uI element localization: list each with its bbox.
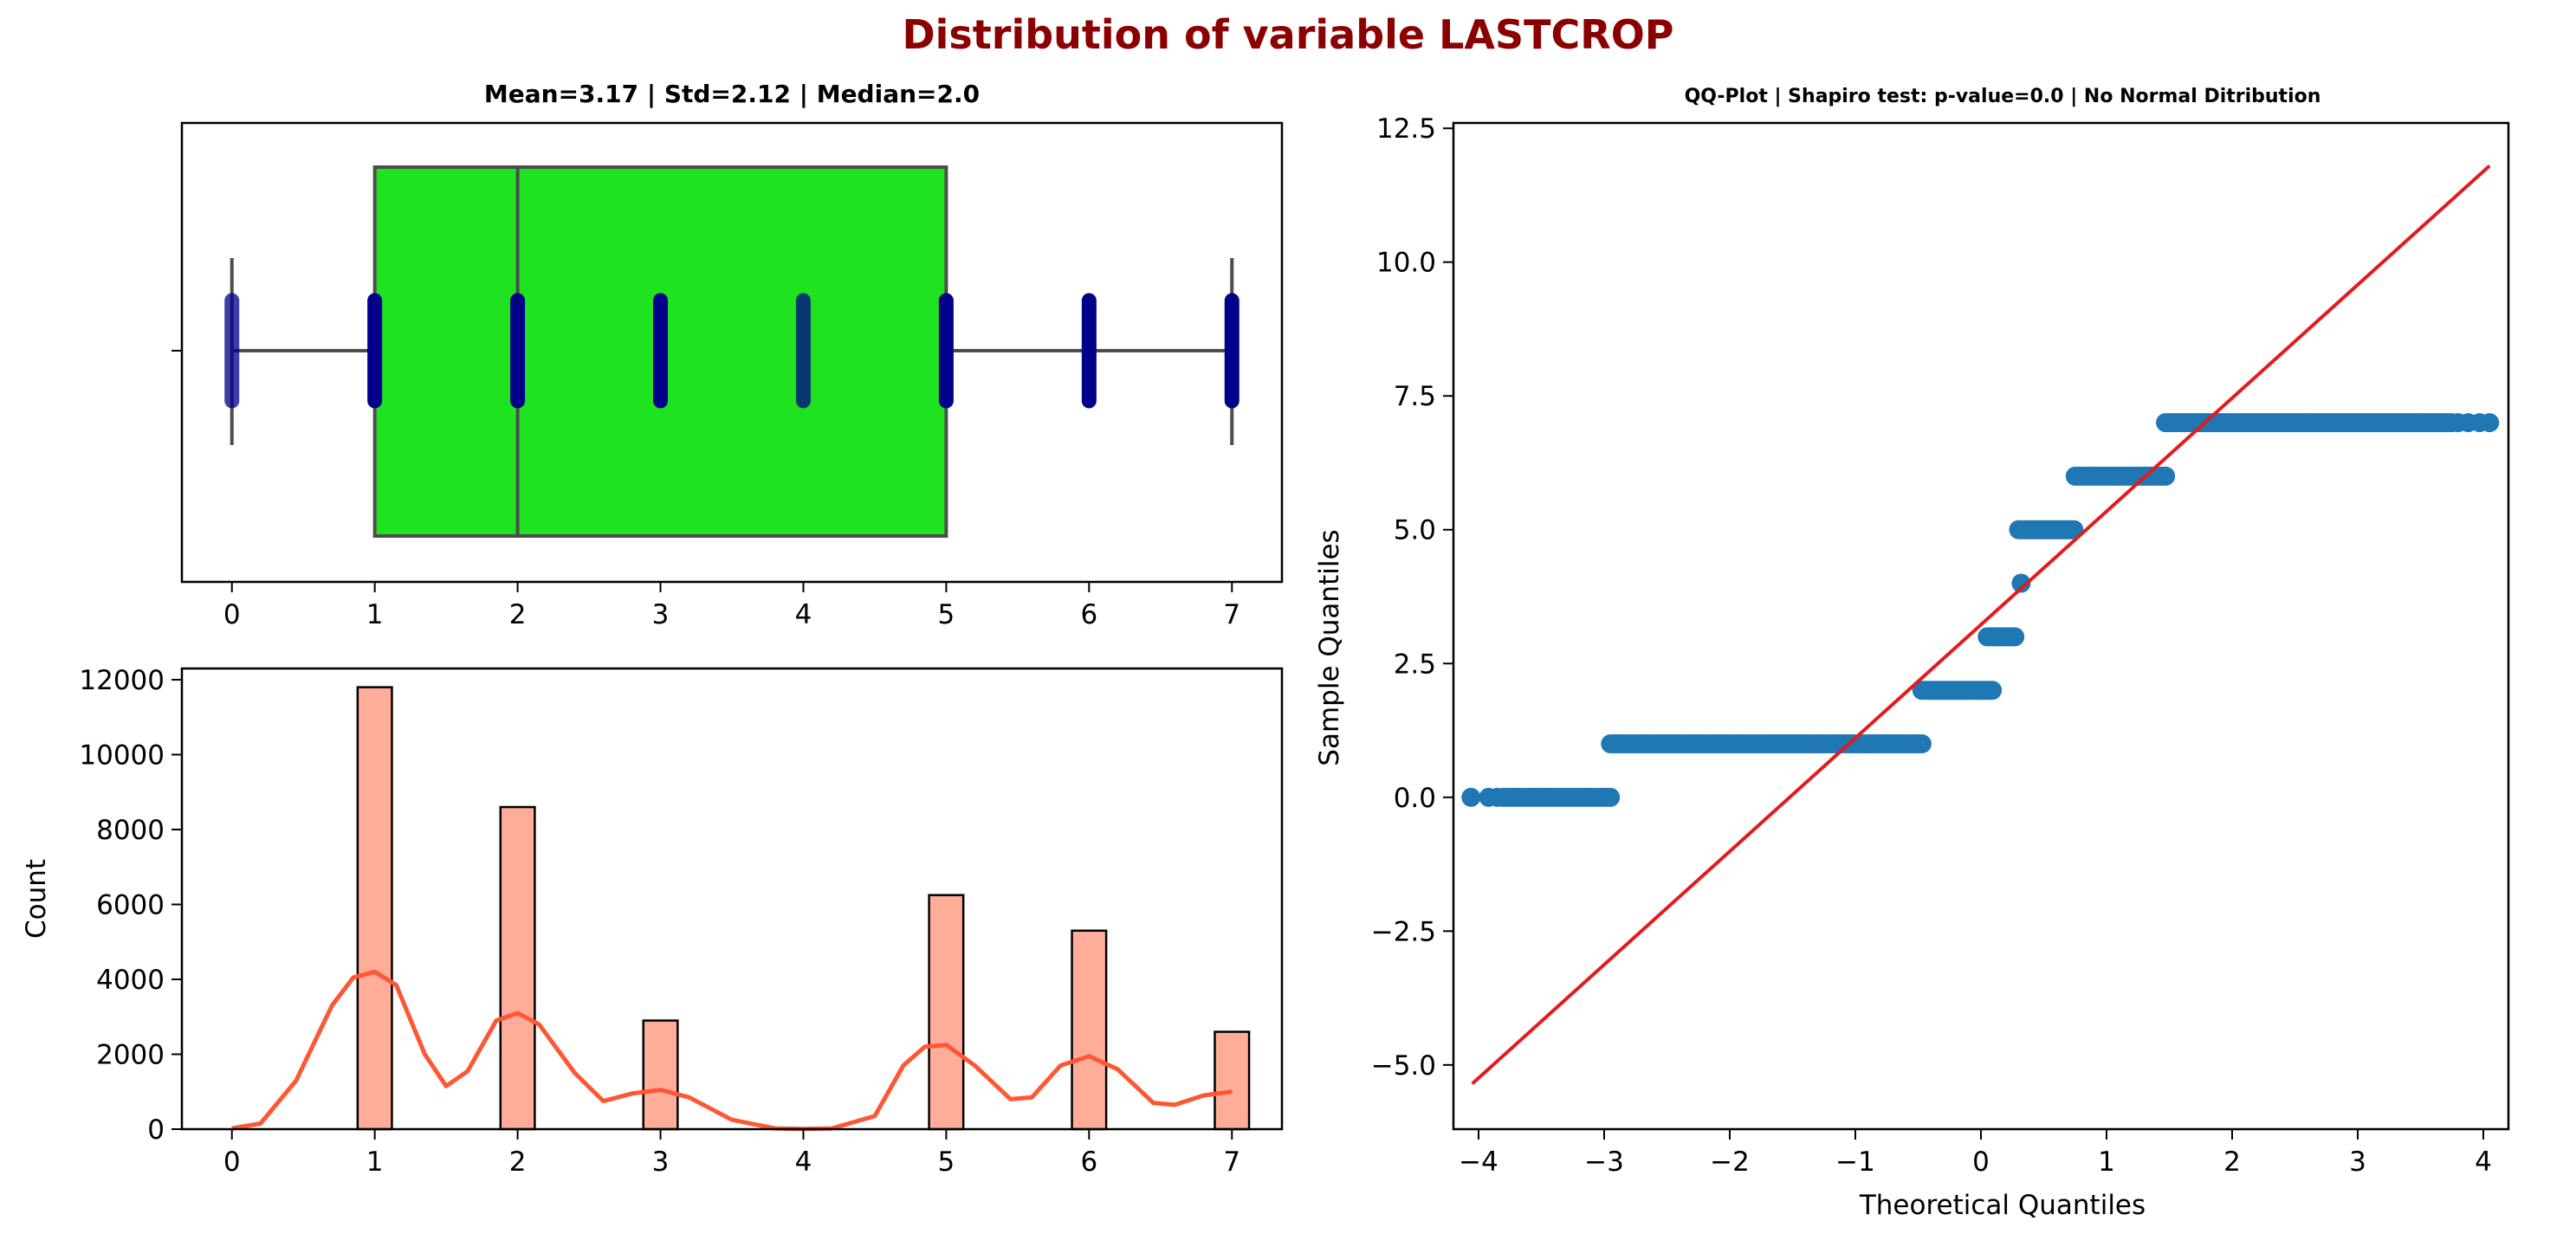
qq-x-tick-label--1: −1 xyxy=(1835,1146,1875,1178)
hist-bar-6 xyxy=(1071,929,1108,1131)
qq-point xyxy=(1461,787,1481,807)
hist-bar-2 xyxy=(499,805,536,1131)
qqplot-axes: −4 −3 −2 −1 0 1 2 3 4 −5.0 −2.5 0.0 2.5 5.0 7.5 10.0 12.… xyxy=(1371,113,2492,1178)
qq-x-tick-label-0: 0 xyxy=(1972,1146,1990,1178)
qqplot-ylabel: Sample Quantiles xyxy=(1314,529,1345,765)
hist-x-tick-label-1: 1 xyxy=(366,1146,384,1178)
qqplot-xlabel: Theoretical Quantiles xyxy=(1859,1190,2146,1221)
hist-bar-7 xyxy=(1214,1030,1251,1131)
qqplot-panel: QQ-Plot | Shapiro test: p-value=0.0 | No… xyxy=(1314,86,2510,1221)
x-tick-label-5: 5 xyxy=(938,599,955,630)
x-tick-label-7: 7 xyxy=(1223,599,1240,630)
qq-y-tick-label-10: 10.0 xyxy=(1376,248,1436,279)
qq-x-tick-label-4: 4 xyxy=(2475,1146,2492,1178)
hist-y-tick-label-0: 0 xyxy=(147,1114,165,1146)
boxplot-frame xyxy=(180,121,1284,584)
qq-point xyxy=(1487,787,1507,807)
qq-x-tick-label-2: 2 xyxy=(2223,1146,2241,1178)
histogram-frame xyxy=(180,667,1284,1131)
hist-x-tick-label-3: 3 xyxy=(652,1146,670,1178)
x-tick-label-2: 2 xyxy=(509,599,527,630)
histogram-plot-area xyxy=(231,686,1251,1132)
hist-y-tick-label-12000: 12000 xyxy=(79,665,165,696)
kde-curve xyxy=(231,969,1233,1132)
x-tick-label-6: 6 xyxy=(1080,599,1097,630)
qq-y-tick-label--2.5: −2.5 xyxy=(1371,916,1436,947)
qq-x-tick-label-3: 3 xyxy=(2349,1146,2366,1178)
x-tick-label-0: 0 xyxy=(223,599,241,630)
histogram-axes: 0 1 2 3 4 5 6 7 0 2000 4000 6000 8000 10000 12000 xyxy=(79,665,1240,1178)
hist-x-tick-label-7: 7 xyxy=(1223,1146,1240,1178)
hist-y-tick-label-4000: 4000 xyxy=(96,965,165,996)
qq-y-tick-label-5: 5.0 xyxy=(1394,515,1436,546)
hist-bar-1 xyxy=(356,686,393,1131)
hist-y-tick-label-6000: 6000 xyxy=(96,889,165,920)
qq-x-tick-label--2: −2 xyxy=(1710,1146,1750,1178)
qqplot-plot-area xyxy=(1461,164,2500,1085)
histogram-ylabel: Count xyxy=(21,859,52,939)
boxplot-title: Mean=3.17 | Std=2.12 | Median=2.0 xyxy=(484,80,980,108)
qq-x-tick-label--3: −3 xyxy=(1584,1146,1624,1178)
hist-y-tick-label-8000: 8000 xyxy=(96,815,165,846)
hist-bar-5 xyxy=(928,894,965,1131)
figure-suptitle: Distribution of variable LASTCROP xyxy=(902,11,1673,58)
x-tick-label-1: 1 xyxy=(366,599,384,630)
boxplot-plot-area xyxy=(224,165,1239,538)
qq-y-tick-label--5: −5.0 xyxy=(1371,1050,1436,1082)
hist-x-tick-label-0: 0 xyxy=(223,1146,241,1178)
qqplot-frame xyxy=(1452,121,2510,1131)
hist-x-tick-label-2: 2 xyxy=(509,1146,527,1178)
hist-y-tick-label-2000: 2000 xyxy=(96,1039,165,1070)
x-tick-label-3: 3 xyxy=(652,599,670,630)
x-tick-label-4: 4 xyxy=(795,599,812,630)
qq-reference-line xyxy=(1471,164,2491,1085)
qq-y-tick-label-0: 0.0 xyxy=(1394,783,1436,814)
qq-point xyxy=(2480,413,2500,433)
boxplot-x-axis: 0 1 2 3 4 5 6 7 xyxy=(172,350,1240,630)
qq-y-tick-label-12.5: 12.5 xyxy=(1376,113,1436,145)
qq-y-tick-label-2.5: 2.5 xyxy=(1394,649,1436,680)
qq-x-tick-label-1: 1 xyxy=(2098,1146,2115,1178)
histogram-panel: 0 1 2 3 4 5 6 7 0 2000 4000 6000 8000 10000 12000 Coun… xyxy=(21,665,1284,1178)
qqplot-title: QQ-Plot | Shapiro test: p-value=0.0 | No… xyxy=(1685,86,2321,107)
hist-bar-3 xyxy=(642,1019,679,1131)
hist-x-tick-label-5: 5 xyxy=(938,1146,955,1178)
boxplot-panel: Mean=3.17 | Std=2.12 | Median=2.0 0 1 2 3 4 5… xyxy=(172,80,1284,630)
hist-x-tick-label-4: 4 xyxy=(795,1146,812,1178)
hist-x-tick-label-6: 6 xyxy=(1080,1146,1097,1178)
qq-point xyxy=(2011,573,2031,593)
qq-y-tick-label-7.5: 7.5 xyxy=(1394,381,1436,412)
hist-y-tick-label-10000: 10000 xyxy=(79,739,165,771)
qq-x-tick-label--4: −4 xyxy=(1459,1146,1498,1178)
